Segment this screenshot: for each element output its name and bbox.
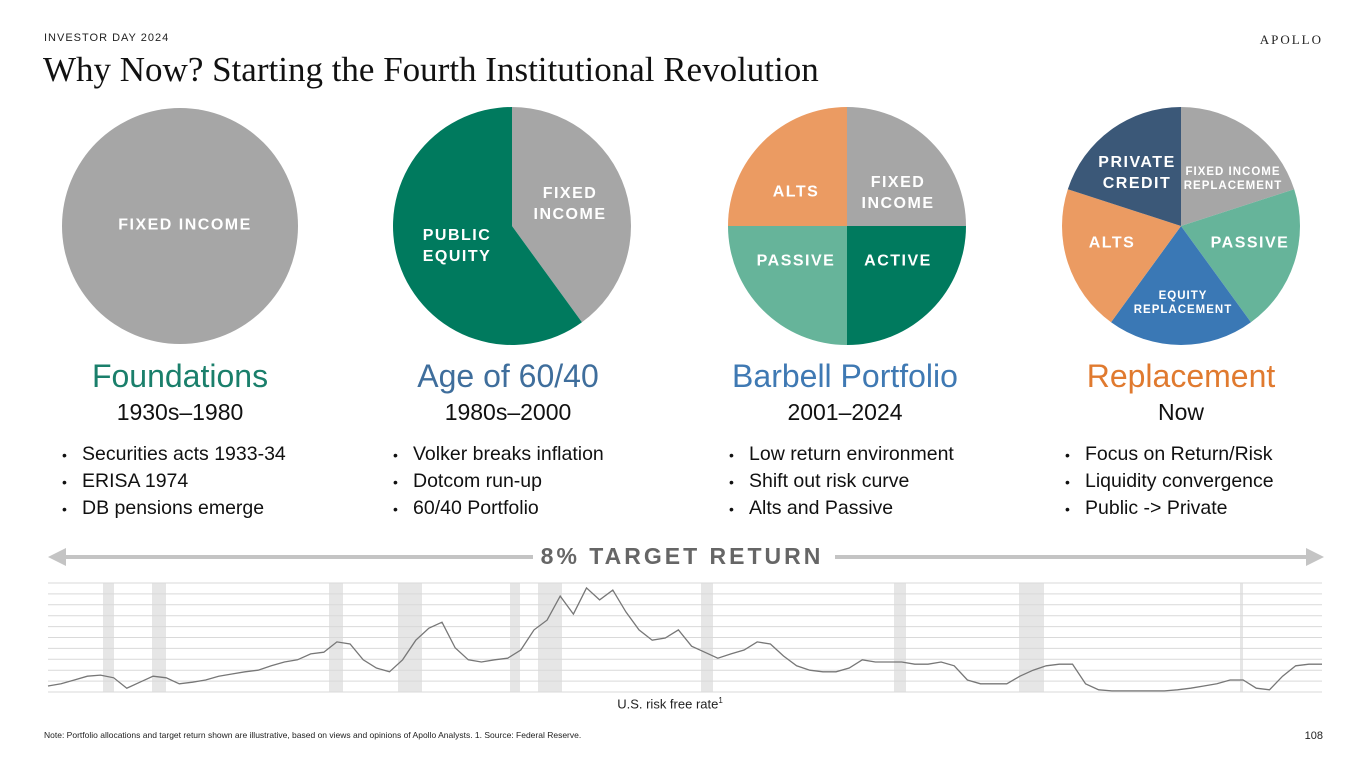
- eyebrow: INVESTOR DAY 2024: [44, 32, 170, 44]
- era-period: 1980s–2000: [444, 399, 572, 425]
- bullet: Liquidity convergence: [1065, 468, 1274, 495]
- pie-slice: [1111, 226, 1251, 345]
- pie-slice: [728, 226, 847, 345]
- bullet-list: Focus on Return/RiskLiquidity convergenc…: [1065, 441, 1274, 522]
- footnote: Note: Portfolio allocations and target r…: [44, 730, 582, 740]
- slice-label: PUBLIC EQUITY: [422, 227, 492, 265]
- arrow-head: [1306, 548, 1324, 566]
- slide-title: Why Now? Starting the Fourth Institution…: [43, 50, 819, 89]
- x-label-text: U.S. risk free rate: [617, 696, 719, 712]
- bullet: Low return environment: [729, 441, 954, 468]
- bullet-list: Securities acts 1933-34ERISA 1974DB pens…: [62, 441, 286, 522]
- era-title: Replacement: [1086, 358, 1276, 394]
- logo: APOLLO: [1259, 32, 1323, 47]
- era-period: Now: [1157, 399, 1204, 425]
- bullet: ERISA 1974: [62, 468, 286, 495]
- target-arrow: [48, 548, 1324, 566]
- page-number: 108: [1304, 730, 1323, 742]
- slice-label: PASSIVE: [1210, 234, 1290, 252]
- pie-slice: [393, 107, 582, 345]
- slice-label: ACTIVE: [864, 252, 932, 270]
- slice-label: PASSIVE: [756, 252, 836, 270]
- slice-label: FIXED INCOME REPLACEMENT: [1183, 166, 1283, 192]
- pie-slice: [62, 108, 298, 344]
- bullet: Alts and Passive: [729, 495, 954, 522]
- bullet: DB pensions emerge: [62, 495, 286, 522]
- pie-slice: [847, 107, 966, 226]
- bullet: Securities acts 1933-34: [62, 441, 286, 468]
- slice-label: PRIVATE CREDIT: [1098, 154, 1176, 192]
- era-heading: Foundations 1930s–1980: [30, 358, 330, 426]
- era-period: 1930s–1980: [116, 399, 244, 425]
- era-period: 2001–2024: [787, 399, 903, 425]
- target-return: 8% TARGET RETURN: [540, 543, 824, 569]
- era-heading: Age of 60/40 1980s–2000: [358, 358, 658, 426]
- bullet: Volker breaks inflation: [393, 441, 604, 468]
- slice-label: FIXED INCOME: [118, 216, 252, 234]
- rate-line: [47, 586, 1322, 692]
- footnote-ref: 1: [718, 696, 723, 705]
- slice-label: ALTS: [772, 183, 820, 201]
- bullet: Focus on Return/Risk: [1065, 441, 1274, 468]
- pie-slice: [1062, 189, 1181, 323]
- pie-slice: [512, 107, 632, 323]
- bullet-list: Low return environmentShift out risk cur…: [729, 441, 954, 522]
- bullet: Public -> Private: [1065, 495, 1274, 522]
- bullet-list: Volker breaks inflationDotcom run-up60/4…: [393, 441, 604, 522]
- pie-slice: [1067, 107, 1181, 226]
- bullet: Shift out risk curve: [729, 468, 954, 495]
- slice-label: ALTS: [1088, 234, 1136, 252]
- bullet: Dotcom run-up: [393, 468, 604, 495]
- slice-label: EQUITY REPLACEMENT: [1133, 290, 1233, 316]
- era-title: Age of 60/40: [417, 358, 599, 394]
- x-axis-label: U.S. risk free rate1: [617, 696, 723, 711]
- era-heading: Replacement Now: [1031, 358, 1331, 426]
- pie-slice: [847, 226, 966, 345]
- pie-slice: [1181, 107, 1295, 226]
- era-title: Barbell Portfolio: [732, 358, 958, 394]
- slice-label: FIXED INCOME: [861, 174, 935, 212]
- pie-slice: [728, 107, 847, 226]
- era-title: Foundations: [91, 358, 269, 394]
- bullet: 60/40 Portfolio: [393, 495, 604, 522]
- pie-slice: [1181, 189, 1300, 323]
- slice-label: FIXED INCOME: [533, 185, 607, 223]
- era-heading: Barbell Portfolio 2001–2024: [695, 358, 995, 426]
- arrow-head: [48, 548, 66, 566]
